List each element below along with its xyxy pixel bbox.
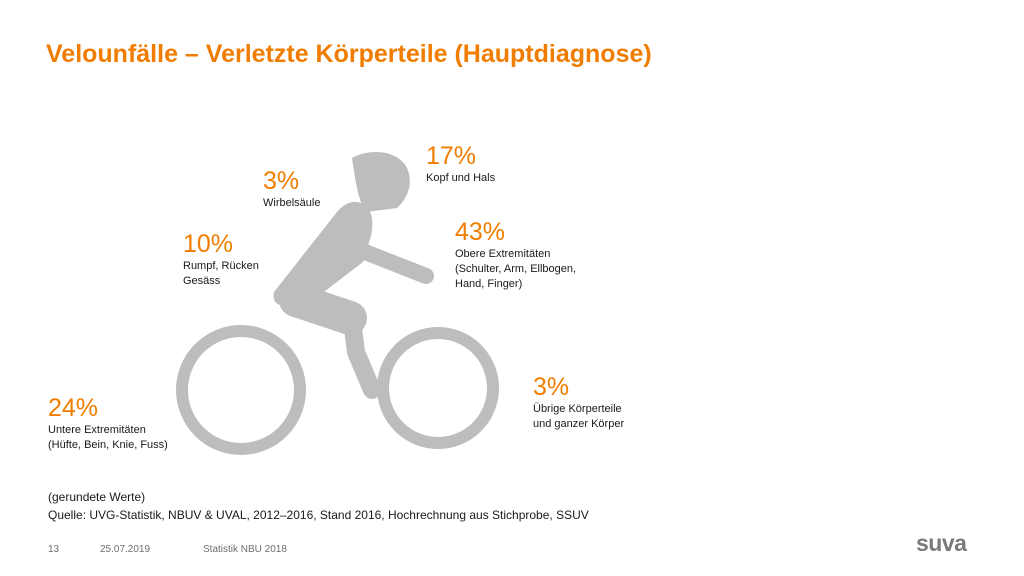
- desc-line: Obere Extremitäten: [455, 248, 551, 260]
- label-rumpf: 10% Rumpf, Rücken Gesäss: [183, 230, 259, 289]
- pct-obere: 43%: [455, 218, 506, 246]
- pct-kopf: 17%: [426, 142, 477, 170]
- desc-line: Gesäss: [183, 275, 221, 287]
- label-wirbel: 3% Wirbelsäule: [263, 167, 320, 211]
- footer-source: Statistik NBU 2018: [203, 544, 287, 555]
- desc-line: Übrige Körperteile: [533, 403, 622, 415]
- arm: [357, 244, 434, 284]
- source-note: (gerundete Werte) Quelle: UVG-Statistik,…: [48, 488, 589, 524]
- pct-wirbel: 3%: [263, 167, 300, 195]
- front-wheel: [377, 327, 499, 449]
- desc-uebrige: Übrige Körperteile und ganzer Körper: [533, 402, 624, 432]
- label-untere: 24% Untere Extremitäten (Hüfte, Bein, Kn…: [48, 394, 168, 453]
- desc-wirbel: Wirbelsäule: [263, 196, 320, 211]
- label-uebrige: 3% Übrige Körperteile und ganzer Körper: [533, 373, 624, 432]
- desc-kopf: Kopf und Hals: [426, 171, 495, 186]
- desc-line: Untere Extremitäten: [48, 424, 146, 436]
- helmet: [352, 152, 410, 212]
- shin: [343, 311, 381, 399]
- desc-rumpf: Rumpf, Rücken Gesäss: [183, 259, 259, 289]
- page-number: 13: [48, 544, 60, 555]
- label-obere: 43% Obere Extremitäten (Schulter, Arm, E…: [455, 218, 576, 292]
- torso: [273, 201, 373, 306]
- page-title: Velounfälle – Verletzte Körperteile (Hau…: [46, 40, 652, 68]
- label-kopf: 17% Kopf und Hals: [426, 142, 495, 186]
- desc-line: (Hüfte, Bein, Knie, Fuss): [48, 439, 168, 451]
- rear-wheel: [176, 325, 306, 455]
- suva-logo: suva: [916, 530, 967, 556]
- desc-line: Hand, Finger): [455, 278, 523, 290]
- thigh: [279, 283, 367, 335]
- footer-date: 25.07.2019: [100, 544, 151, 555]
- desc-line: Wirbelsäule: [263, 197, 321, 209]
- desc-obere: Obere Extremitäten (Schulter, Arm, Ellbo…: [455, 247, 576, 292]
- pct-untere: 24%: [48, 394, 99, 422]
- pct-uebrige: 3%: [533, 373, 570, 401]
- desc-line: (Schulter, Arm, Ellbogen,: [455, 263, 577, 275]
- desc-untere: Untere Extremitäten (Hüfte, Bein, Knie, …: [48, 423, 168, 453]
- desc-line: Kopf und Hals: [426, 172, 496, 184]
- desc-line: und ganzer Körper: [533, 418, 625, 430]
- note-rounded: (gerundete Werte): [48, 490, 146, 504]
- desc-line: Rumpf, Rücken: [183, 260, 259, 272]
- pct-rumpf: 10%: [183, 230, 234, 258]
- note-source: Quelle: UVG-Statistik, NBUV & UVAL, 2012…: [48, 508, 589, 522]
